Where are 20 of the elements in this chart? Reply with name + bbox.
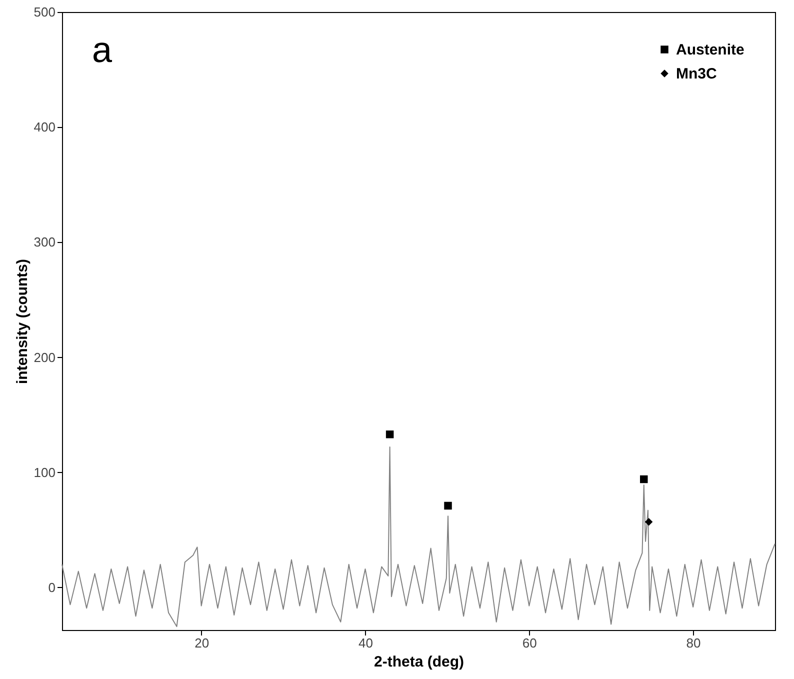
y-axis-title: intensity (counts): [14, 258, 31, 384]
line-series: [62, 446, 776, 628]
y-tick-label: 200: [34, 350, 56, 365]
y-tick-label: 400: [34, 120, 56, 135]
point: [640, 475, 648, 484]
legend-label: Austenite: [676, 42, 744, 58]
point: [386, 430, 394, 438]
legend-label: Mn3C: [676, 66, 717, 82]
x-tick-label: 40: [358, 636, 373, 650]
y-tick-label: 100: [34, 464, 56, 480]
point: [644, 518, 653, 526]
annotation: a: [92, 29, 113, 70]
y-tick-label: 500: [34, 4, 56, 20]
point: [444, 502, 452, 510]
x-tick-label: 60: [522, 636, 537, 650]
y-tick-label: 300: [34, 234, 56, 250]
y-tick-label: 0: [48, 580, 56, 595]
x-tick-label: 20: [194, 636, 210, 650]
x-tick-label: 80: [686, 636, 701, 650]
x-axis-title: 2-theta (deg): [374, 654, 464, 670]
